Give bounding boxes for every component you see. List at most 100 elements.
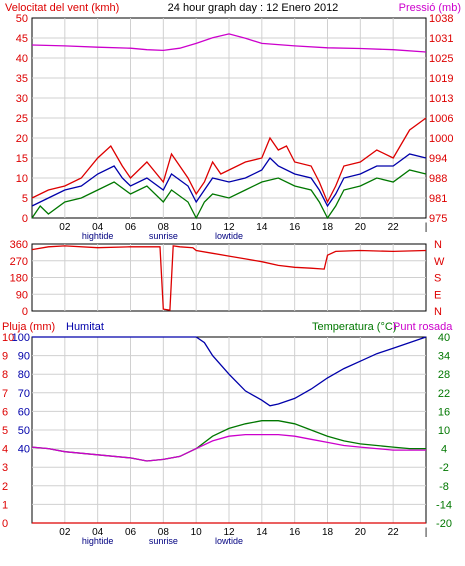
annotation-lowtide: lowtide — [215, 536, 243, 546]
humidity-title: Humitat — [66, 321, 104, 333]
pressure-tick-label: 1025 — [429, 53, 453, 65]
pressure-axis-title: Pressió (mb) — [399, 2, 461, 14]
humidity-tick-label: 70 — [18, 388, 30, 400]
pressure-tick-label: 1031 — [429, 33, 453, 45]
temperature-axis-title: Temperatura (°C) — [312, 321, 396, 333]
direction-tick-label: 360 — [10, 239, 28, 251]
pressure-tick-label: 1038 — [429, 13, 453, 25]
rain-axis-title: Pluja (mm) — [2, 321, 55, 333]
humidity-tick-label: 90 — [18, 351, 30, 363]
wind-tick-label: 45 — [16, 33, 28, 45]
temperature-xtick-label: 18 — [322, 527, 334, 538]
direction-tick-label: 270 — [10, 256, 28, 268]
wind-tick-label: 0 — [22, 213, 28, 225]
temperature-xtick-label: 04 — [92, 527, 104, 538]
temperature-tick-label: -2 — [439, 462, 449, 474]
direction-tick-label: 90 — [16, 289, 28, 301]
temperature-xtick-label: 16 — [289, 527, 301, 538]
wind-xtick-label: 16 — [289, 222, 301, 233]
graph-title: 24 hour graph day : 12 Enero 2012 — [168, 2, 339, 14]
rain-tick-label: 2 — [2, 481, 8, 493]
series-humidity — [32, 336, 427, 407]
pressure-tick-label: 981 — [429, 193, 447, 205]
wind-tick-label: 20 — [16, 133, 28, 145]
temperature-tick-label: -14 — [436, 499, 452, 511]
wind-xtick-label: 10 — [191, 222, 203, 233]
temperature-xtick-label: 08 — [158, 527, 170, 538]
temperature-xtick-label: 14 — [256, 527, 268, 538]
series-dewpoint — [31, 433, 426, 462]
direction-tick-label: 0 — [22, 306, 28, 318]
wind-tick-label: 10 — [16, 173, 28, 185]
direction-tick-label: 180 — [10, 273, 28, 285]
temperature-tick-label: -8 — [439, 481, 449, 493]
pressure-tick-label: 1006 — [429, 113, 453, 125]
wind-tick-label: 5 — [22, 193, 28, 205]
humidity-tick-label: 80 — [18, 369, 30, 381]
humidity-tick-label: 50 — [18, 425, 30, 437]
wind-xtick-label: 12 — [223, 222, 235, 233]
temperature-xtick-label: 20 — [355, 527, 367, 538]
wind-tick-label: 35 — [16, 73, 28, 85]
wind-xtick-label: 02 — [59, 222, 71, 233]
wind-tick-label: 50 — [16, 13, 28, 25]
compass-label-E: E — [434, 289, 441, 301]
rain-tick-label: 0 — [2, 518, 8, 530]
wind-tick-label: 30 — [16, 93, 28, 105]
temperature-xtick-label: 22 — [388, 527, 400, 538]
humidity-tick-label: 40 — [18, 444, 30, 456]
annotation-hightide: hightide — [82, 231, 114, 241]
pressure-tick-label: 1000 — [429, 133, 453, 145]
compass-label-W: W — [434, 256, 445, 268]
wind-xtick-label: 14 — [256, 222, 268, 233]
compass-label-N: N — [434, 306, 442, 318]
wind-xtick-label: 08 — [158, 222, 170, 233]
annotation-hightide: hightide — [82, 536, 114, 546]
compass-label-S: S — [434, 273, 441, 285]
annotation-lowtide: lowtide — [215, 231, 243, 241]
temperature-tick-label: -20 — [436, 518, 452, 530]
wind-axis-title: Velocitat del vent (kmh) — [5, 2, 119, 14]
humidity-tick-label: 100 — [12, 332, 30, 344]
wind-tick-label: 40 — [16, 53, 28, 65]
pressure-tick-label: 1013 — [429, 93, 453, 105]
rain-tick-label: 6 — [2, 406, 8, 418]
temperature-xtick-label: 06 — [125, 527, 137, 538]
compass-label-N: N — [434, 239, 442, 251]
temperature-tick-label: 28 — [438, 369, 450, 381]
rain-tick-label: 9 — [2, 351, 8, 363]
temperature-tick-label: 22 — [438, 388, 450, 400]
series-lull — [31, 169, 427, 220]
temperature-tick-label: 34 — [438, 351, 450, 363]
series-gust — [31, 117, 427, 204]
pressure-tick-label: 1019 — [429, 73, 453, 85]
pressure-tick-label: 975 — [429, 213, 447, 225]
wind-xtick-end-label: | — [425, 222, 428, 233]
temperature-xtick-label: 10 — [191, 527, 203, 538]
series-pressure — [31, 33, 427, 53]
wind-xtick-label: 20 — [355, 222, 367, 233]
wind-xtick-label: 18 — [322, 222, 334, 233]
wind-xtick-label: 22 — [388, 222, 400, 233]
rain-tick-label: 8 — [2, 369, 8, 381]
temperature-xtick-label: 12 — [223, 527, 235, 538]
temperature-tick-label: 40 — [438, 332, 450, 344]
temperature-tick-label: 4 — [441, 444, 447, 456]
rain-tick-label: 3 — [2, 462, 8, 474]
temperature-xtick-label: 02 — [59, 527, 71, 538]
rain-tick-label: 5 — [2, 425, 8, 437]
wind-tick-label: 15 — [16, 153, 28, 165]
rain-tick-label: 1 — [2, 499, 8, 511]
series-wind-direction — [31, 245, 427, 311]
pressure-tick-label: 988 — [429, 173, 447, 185]
temperature-xtick-end-label: | — [425, 527, 428, 538]
rain-tick-label: 4 — [2, 444, 8, 456]
temperature-tick-label: 10 — [438, 425, 450, 437]
pressure-tick-label: 994 — [429, 153, 447, 165]
wind-tick-label: 25 — [16, 113, 28, 125]
rain-tick-label: 10 — [2, 332, 14, 344]
rain-tick-label: 7 — [2, 388, 8, 400]
temperature-tick-label: 16 — [438, 406, 450, 418]
dewpoint-title: Punt rosada — [393, 321, 453, 333]
